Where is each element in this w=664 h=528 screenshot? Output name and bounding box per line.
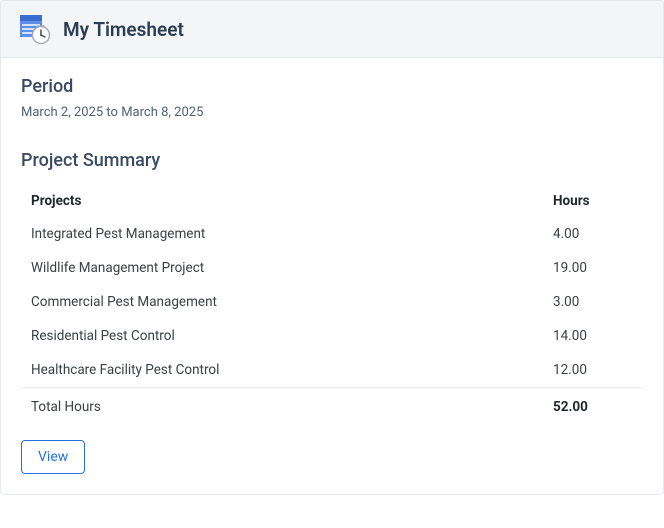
view-button[interactable]: View bbox=[21, 440, 85, 474]
total-value: 52.00 bbox=[543, 388, 643, 427]
hours-cell: 14.00 bbox=[543, 319, 643, 353]
table-row: Commercial Pest Management 3.00 bbox=[21, 285, 643, 319]
hours-cell: 12.00 bbox=[543, 353, 643, 388]
project-summary-table: Projects Hours Integrated Pest Managemen… bbox=[21, 185, 643, 426]
total-label: Total Hours bbox=[21, 388, 543, 427]
card-body: Period March 2, 2025 to March 8, 2025 Pr… bbox=[1, 58, 663, 494]
col-projects: Projects bbox=[21, 185, 543, 217]
timesheet-card: My Timesheet Period March 2, 2025 to Mar… bbox=[0, 0, 664, 495]
total-row: Total Hours 52.00 bbox=[21, 388, 643, 427]
card-title: My Timesheet bbox=[63, 18, 184, 41]
table-row: Wildlife Management Project 19.00 bbox=[21, 251, 643, 285]
timesheet-icon bbox=[19, 13, 51, 45]
project-cell: Integrated Pest Management bbox=[21, 217, 543, 251]
table-row: Healthcare Facility Pest Control 12.00 bbox=[21, 353, 643, 388]
period-text: March 2, 2025 to March 8, 2025 bbox=[21, 105, 643, 120]
period-heading: Period bbox=[21, 76, 643, 97]
hours-cell: 19.00 bbox=[543, 251, 643, 285]
table-row: Integrated Pest Management 4.00 bbox=[21, 217, 643, 251]
project-cell: Residential Pest Control bbox=[21, 319, 543, 353]
table-row: Residential Pest Control 14.00 bbox=[21, 319, 643, 353]
hours-cell: 4.00 bbox=[543, 217, 643, 251]
project-cell: Healthcare Facility Pest Control bbox=[21, 353, 543, 388]
summary-heading: Project Summary bbox=[21, 150, 643, 171]
project-cell: Commercial Pest Management bbox=[21, 285, 543, 319]
hours-cell: 3.00 bbox=[543, 285, 643, 319]
card-header: My Timesheet bbox=[1, 1, 663, 58]
col-hours: Hours bbox=[543, 185, 643, 217]
project-cell: Wildlife Management Project bbox=[21, 251, 543, 285]
